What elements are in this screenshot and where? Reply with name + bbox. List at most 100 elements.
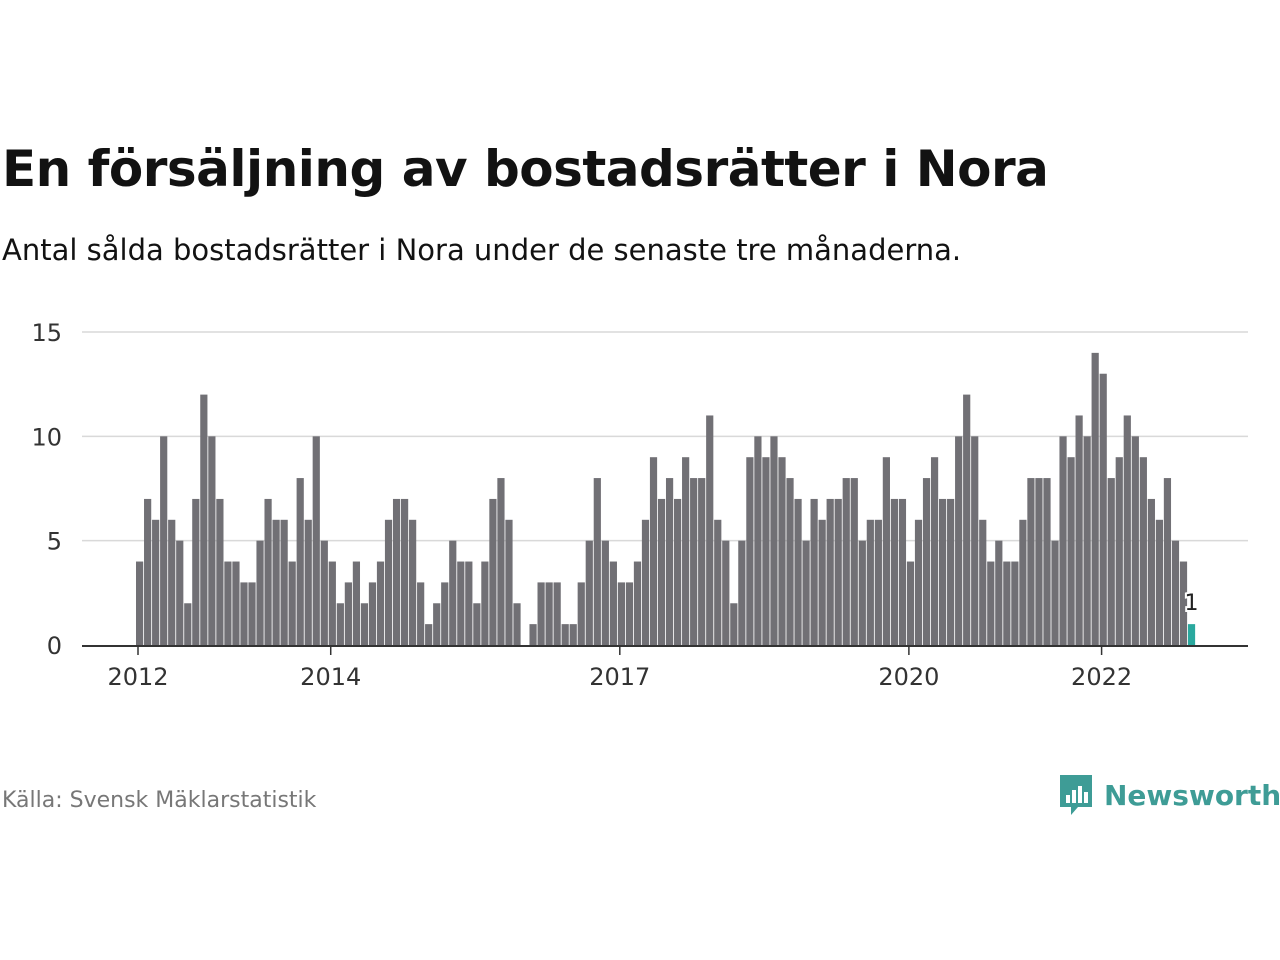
bar xyxy=(433,603,441,645)
bar xyxy=(360,603,369,645)
bar xyxy=(184,603,192,645)
bar xyxy=(288,561,296,645)
bar xyxy=(971,436,979,645)
bar xyxy=(304,519,312,645)
bar xyxy=(344,582,352,645)
bar xyxy=(762,457,770,645)
bar xyxy=(810,498,818,645)
bar xyxy=(786,478,794,645)
bar xyxy=(513,603,521,645)
x-tick-label: 2012 xyxy=(107,663,168,691)
bar xyxy=(1123,415,1131,645)
bar xyxy=(368,582,377,645)
y-tick-label: 15 xyxy=(31,319,62,347)
bar xyxy=(922,478,931,645)
bar xyxy=(409,519,417,645)
bar-chart: 0 5 10 15 2012 2014 2017 2020 2022 1 xyxy=(31,319,1248,691)
data-label-last: 1 xyxy=(1185,591,1199,616)
bar xyxy=(336,603,344,645)
bar xyxy=(802,540,810,645)
bar xyxy=(746,457,754,645)
bar xyxy=(1115,457,1123,645)
bar xyxy=(754,436,762,645)
bar xyxy=(529,624,537,645)
bar xyxy=(665,478,674,645)
bar xyxy=(176,540,184,645)
source-note: Källa: Svensk Mäklarstatistik xyxy=(2,788,317,813)
bar xyxy=(256,540,264,645)
bar xyxy=(208,436,216,645)
bar xyxy=(400,498,409,645)
bar xyxy=(794,498,802,645)
bar xyxy=(730,603,738,645)
bar xyxy=(465,561,473,645)
bar xyxy=(1067,457,1075,645)
bar xyxy=(1019,519,1027,645)
bar xyxy=(136,561,144,645)
bar xyxy=(1051,540,1059,645)
bar xyxy=(914,519,923,645)
bar xyxy=(553,582,561,645)
bar xyxy=(376,561,385,645)
bar xyxy=(995,540,1003,645)
bar xyxy=(144,498,152,645)
bar xyxy=(1003,561,1011,645)
bar xyxy=(216,498,224,645)
bar xyxy=(272,519,280,645)
bar xyxy=(649,457,658,645)
bar xyxy=(706,415,714,645)
bar xyxy=(441,582,449,645)
bar xyxy=(224,561,232,645)
bar xyxy=(939,498,947,645)
bar xyxy=(947,498,955,645)
newsworthy-brand: Newsworthy xyxy=(1104,778,1280,812)
bar xyxy=(1155,519,1164,645)
bar xyxy=(979,519,987,645)
bar xyxy=(1027,478,1035,645)
bar xyxy=(1091,352,1099,645)
bar xyxy=(320,540,328,645)
bar xyxy=(200,394,208,645)
bar xyxy=(625,582,634,645)
bar xyxy=(714,519,722,645)
bar xyxy=(963,394,971,645)
bar xyxy=(312,436,320,645)
bar xyxy=(874,519,882,645)
bar xyxy=(818,519,826,645)
bar xyxy=(657,498,666,645)
bar xyxy=(641,519,650,645)
bar xyxy=(601,540,609,645)
bar xyxy=(384,519,393,645)
bar xyxy=(160,436,168,645)
bar xyxy=(866,519,874,645)
bar xyxy=(987,561,995,645)
bar xyxy=(1035,478,1043,645)
bar xyxy=(481,561,489,645)
bar xyxy=(240,582,248,645)
y-tick-label: 5 xyxy=(47,528,62,556)
bar xyxy=(392,498,401,645)
bar xyxy=(473,603,481,645)
bar xyxy=(1083,436,1091,645)
bar xyxy=(264,498,272,645)
bar xyxy=(537,582,545,645)
bar xyxy=(770,436,778,645)
bar xyxy=(248,582,256,645)
bar xyxy=(561,624,569,645)
x-tick-label: 2022 xyxy=(1071,663,1132,691)
bar xyxy=(738,540,746,645)
bar xyxy=(569,624,577,645)
chart-subtitle: Antal sålda bostadsrätter i Nora under d… xyxy=(2,233,962,267)
bar xyxy=(505,519,513,645)
bar xyxy=(722,540,730,645)
bar xyxy=(425,624,433,645)
bar xyxy=(1099,373,1107,645)
bar xyxy=(826,498,834,645)
bar xyxy=(682,457,690,645)
bar xyxy=(545,582,553,645)
bar xyxy=(1147,498,1155,645)
bar xyxy=(1059,436,1067,645)
bar xyxy=(457,561,465,645)
x-tick-label: 2014 xyxy=(300,663,361,691)
newsworthy-logo-icon xyxy=(1060,775,1092,815)
